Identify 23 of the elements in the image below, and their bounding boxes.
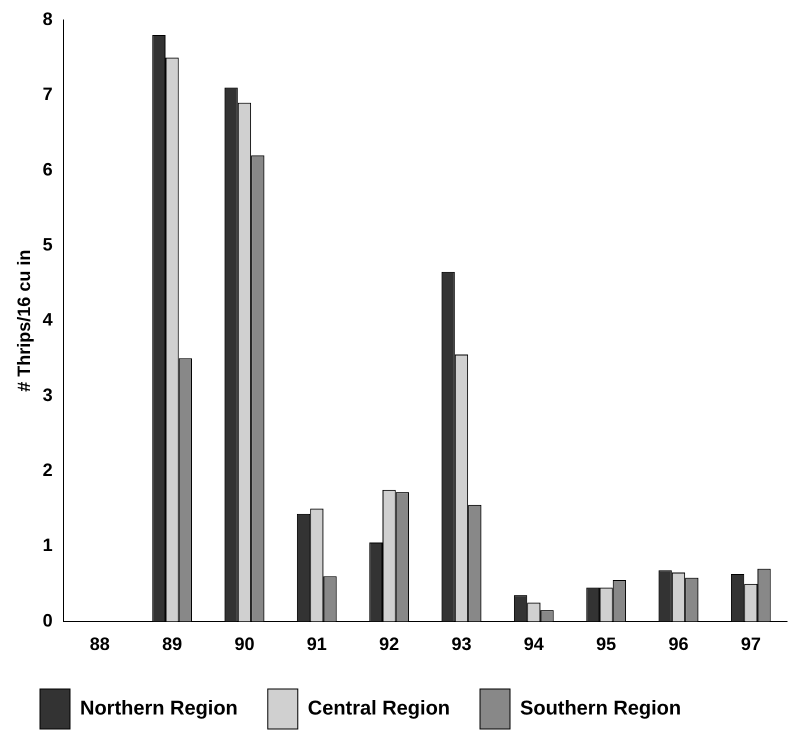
y-tick-label: 4 (42, 310, 53, 330)
y-axis-title: # Thrips/16 cu in (14, 250, 34, 392)
x-tick-label: 90 (234, 634, 254, 654)
y-tick-label: 7 (42, 84, 53, 104)
x-tick-label: 96 (668, 634, 689, 654)
legend-label: Southern Region (520, 698, 682, 720)
y-tick-label: 1 (42, 535, 53, 556)
legend-label: Central Region (308, 698, 450, 720)
x-tick-label: 97 (740, 634, 761, 654)
y-tick-label: 5 (42, 234, 53, 254)
y-tick-label: 8 (42, 8, 53, 29)
x-tick-label: 95 (596, 634, 616, 654)
legend-label: Northern Region (80, 698, 238, 720)
y-tick-label: 6 (42, 159, 53, 180)
x-tick-label: 94 (524, 634, 544, 654)
y-tick-label: 3 (42, 384, 53, 405)
x-tick-label: 92 (379, 634, 400, 654)
x-tick-label: 93 (451, 634, 472, 654)
x-tick-label: 89 (162, 634, 182, 654)
x-tick-label: 91 (306, 634, 327, 654)
y-tick-label: 2 (42, 460, 53, 480)
y-tick-label: 0 (42, 610, 53, 630)
x-tick-label: 88 (90, 634, 110, 654)
